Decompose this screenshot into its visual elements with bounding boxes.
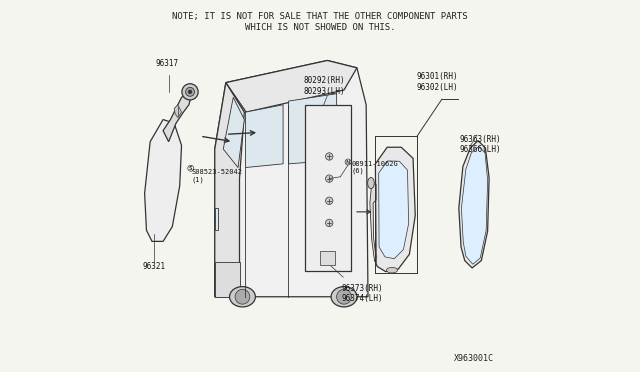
Bar	[320, 251, 335, 265]
Polygon shape	[174, 105, 182, 118]
Text: X963001C: X963001C	[454, 354, 493, 363]
Circle shape	[326, 219, 333, 227]
Circle shape	[182, 84, 198, 100]
Polygon shape	[376, 147, 415, 272]
Text: NOTE; IT IS NOT FOR SALE THAT THE OTHER COMPONENT PARTS
WHICH IS NOT SHOWED ON T: NOTE; IT IS NOT FOR SALE THAT THE OTHER …	[172, 13, 468, 32]
Polygon shape	[215, 262, 239, 297]
Text: 08911-1062G
(6): 08911-1062G (6)	[352, 161, 399, 174]
Circle shape	[188, 90, 192, 94]
Text: 96317: 96317	[156, 59, 179, 68]
Text: 96301(RH)
96302(LH): 96301(RH) 96302(LH)	[417, 73, 458, 92]
Polygon shape	[305, 105, 351, 271]
Text: N: N	[346, 160, 350, 164]
Ellipse shape	[367, 177, 374, 189]
Polygon shape	[226, 61, 357, 112]
Ellipse shape	[387, 267, 397, 273]
Ellipse shape	[331, 286, 357, 307]
Polygon shape	[245, 105, 283, 167]
Text: 96373(RH)
96374(LH): 96373(RH) 96374(LH)	[341, 284, 383, 303]
Polygon shape	[215, 83, 244, 297]
Polygon shape	[370, 184, 376, 262]
Circle shape	[188, 165, 194, 171]
Polygon shape	[379, 161, 408, 259]
Polygon shape	[215, 61, 368, 297]
Polygon shape	[223, 97, 244, 167]
Text: 80292(RH)
80293(LH): 80292(RH) 80293(LH)	[303, 76, 345, 96]
Text: 96363(RH)
96366(LH): 96363(RH) 96366(LH)	[460, 135, 501, 154]
Circle shape	[326, 153, 333, 160]
Text: 96321: 96321	[143, 262, 166, 271]
Polygon shape	[461, 147, 488, 264]
Circle shape	[326, 175, 333, 182]
Circle shape	[326, 197, 333, 205]
Polygon shape	[289, 94, 337, 164]
Ellipse shape	[230, 286, 255, 307]
Circle shape	[235, 289, 250, 304]
Circle shape	[345, 159, 351, 165]
Text: S08523-52042
(1): S08523-52042 (1)	[192, 169, 243, 183]
Circle shape	[186, 87, 195, 96]
Circle shape	[337, 289, 351, 304]
Polygon shape	[163, 94, 191, 142]
Bar	[215, 208, 218, 230]
Polygon shape	[145, 119, 182, 241]
Polygon shape	[459, 141, 489, 268]
Text: S: S	[189, 166, 193, 171]
